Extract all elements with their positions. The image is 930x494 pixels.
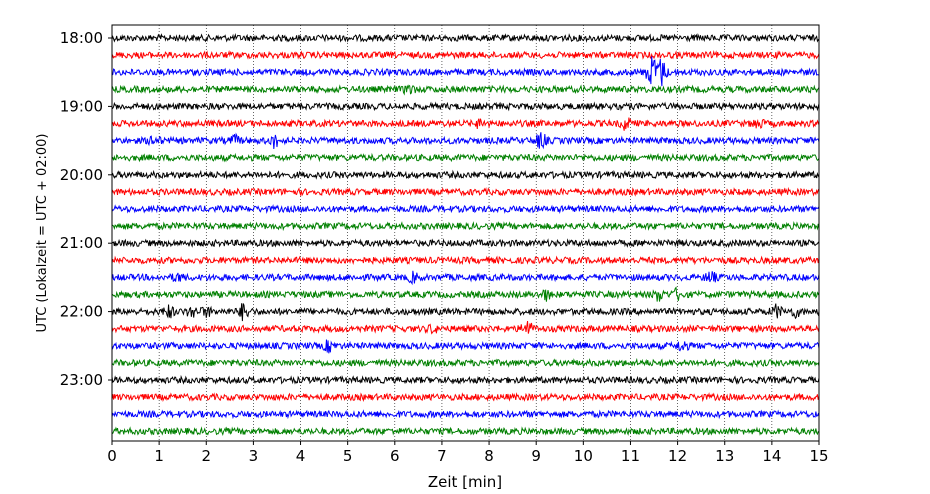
trace-1815 bbox=[111, 49, 820, 61]
x-axis-ticks: 0 1 2 3 4 5 6 7 8 9 10 11 12 13 14 15 bbox=[107, 441, 829, 465]
trace-2330 bbox=[111, 409, 820, 420]
seismogram-traces bbox=[111, 32, 820, 437]
y-tick-label: 19:00 bbox=[60, 97, 103, 115]
trace-2015 bbox=[111, 186, 820, 197]
x-tick-label: 15 bbox=[809, 447, 828, 465]
trace-2100 bbox=[111, 238, 820, 248]
y-axis-ticks: 18:00 19:00 20:00 21:00 22:00 23:00 bbox=[60, 29, 112, 389]
trace-2000 bbox=[111, 169, 820, 180]
x-tick-label: 7 bbox=[437, 447, 447, 465]
x-tick-label: 6 bbox=[390, 447, 400, 465]
x-tick-label: 3 bbox=[249, 447, 259, 465]
trace-1945 bbox=[111, 152, 820, 163]
y-tick-label: 21:00 bbox=[60, 234, 103, 252]
trace-1900 bbox=[111, 101, 820, 112]
trace-2315 bbox=[111, 392, 820, 403]
trace-1830 bbox=[111, 56, 820, 87]
x-tick-label: 14 bbox=[762, 447, 781, 465]
y-tick-label: 23:00 bbox=[60, 371, 103, 389]
x-tick-label: 0 bbox=[107, 447, 117, 465]
trace-2200 bbox=[111, 303, 820, 322]
x-tick-label: 11 bbox=[621, 447, 640, 465]
trace-1845 bbox=[111, 84, 820, 96]
x-tick-label: 13 bbox=[715, 447, 734, 465]
x-tick-label: 8 bbox=[484, 447, 494, 465]
x-tick-label: 4 bbox=[296, 447, 306, 465]
y-tick-label: 22:00 bbox=[60, 303, 103, 321]
trace-1800 bbox=[111, 32, 820, 43]
trace-2045 bbox=[111, 220, 820, 232]
trace-2230 bbox=[111, 339, 820, 354]
trace-1915 bbox=[111, 117, 820, 131]
x-tick-label: 12 bbox=[668, 447, 687, 465]
x-tick-label: 10 bbox=[574, 447, 593, 465]
trace-2145 bbox=[111, 286, 820, 302]
trace-1930 bbox=[111, 132, 820, 150]
x-tick-label: 2 bbox=[201, 447, 211, 465]
trace-2130 bbox=[111, 270, 820, 286]
x-tick-label: 9 bbox=[531, 447, 541, 465]
trace-2215 bbox=[111, 321, 820, 335]
y-tick-label: 20:00 bbox=[60, 166, 103, 184]
x-tick-label: 5 bbox=[343, 447, 353, 465]
trace-2115 bbox=[111, 255, 820, 266]
y-tick-label: 18:00 bbox=[60, 29, 103, 47]
grid-lines bbox=[158, 25, 773, 441]
trace-2345 bbox=[111, 426, 820, 437]
trace-2030 bbox=[111, 203, 820, 215]
x-axis-label: Zeit [min] bbox=[428, 473, 502, 491]
trace-2245 bbox=[111, 357, 820, 368]
trace-2300 bbox=[111, 374, 820, 385]
x-tick-label: 1 bbox=[154, 447, 164, 465]
plot-frame bbox=[111, 24, 820, 442]
y-axis-label: UTC (Lokalzeit = UTC + 02:00) bbox=[35, 134, 50, 333]
